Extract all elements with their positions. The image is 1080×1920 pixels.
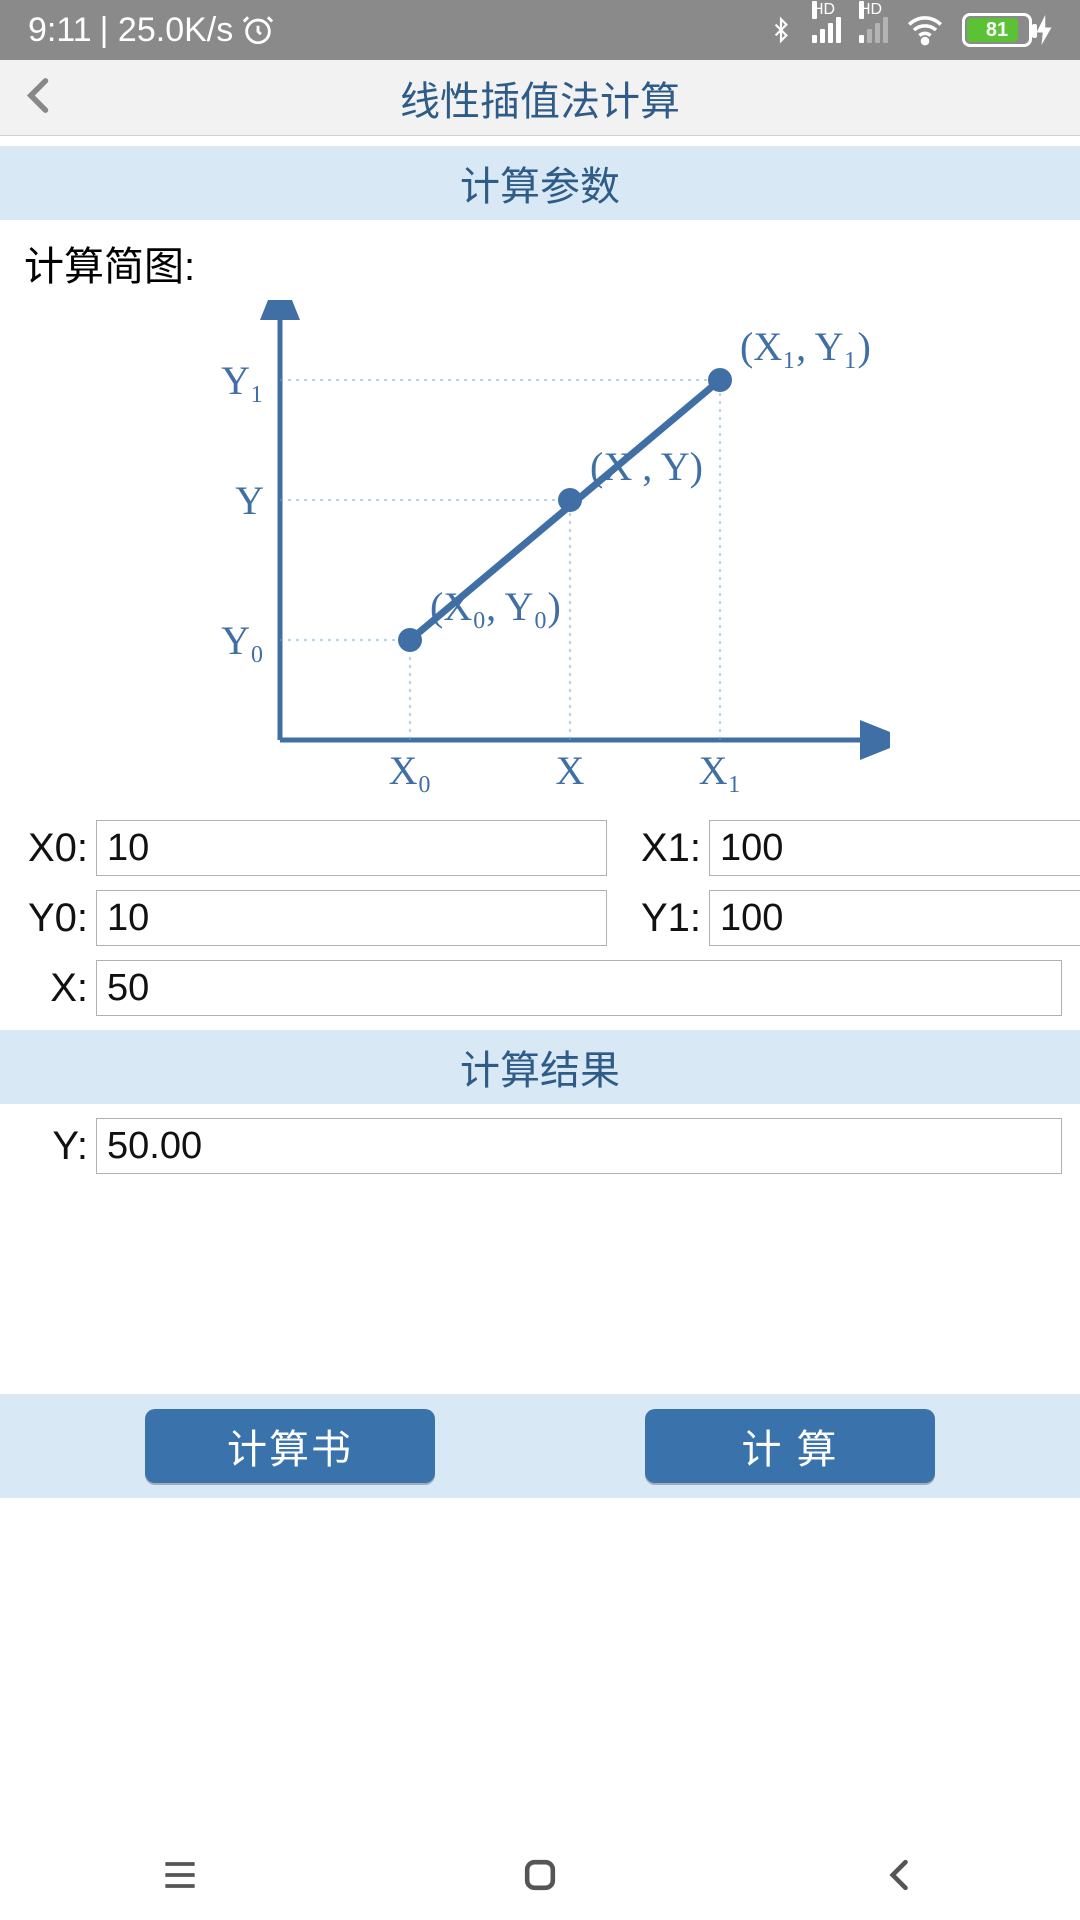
svg-text:X₀: X₀: [389, 748, 432, 793]
nav-home-icon[interactable]: [518, 1853, 562, 1897]
label-x0: X0:: [18, 826, 96, 871]
svg-text:(X₁, Y₁): (X₁, Y₁): [740, 324, 871, 369]
label-y0: Y0:: [18, 896, 96, 941]
section-results: 计算结果: [0, 1030, 1080, 1104]
label-y: Y:: [18, 1124, 96, 1169]
calc-note-button[interactable]: 计算书: [145, 1409, 435, 1483]
label-x1: X1:: [631, 826, 709, 871]
charging-icon: [1036, 15, 1052, 45]
svg-text:X₁: X₁: [699, 748, 742, 793]
battery-icon: 81: [962, 13, 1052, 47]
svg-text:Y₀: Y₀: [221, 618, 264, 663]
input-x0[interactable]: [96, 820, 607, 876]
android-nav-bar: [0, 1830, 1080, 1920]
status-speed: | 25.0K/s: [100, 11, 234, 50]
interpolation-diagram: (X₀, Y₀) X₀ Y₀ (X , Y) X Y (X₁, Y₁) X₁ Y₁: [0, 296, 1080, 820]
status-bar: 9:11 | 25.0K/s HD HD 81: [0, 0, 1080, 60]
signal-2-icon: HD: [859, 17, 888, 43]
diagram-label: 计算简图:: [0, 220, 1080, 296]
input-y0[interactable]: [96, 890, 607, 946]
section-params: 计算参数: [0, 146, 1080, 220]
nav-back-icon[interactable]: [878, 1853, 922, 1897]
back-button[interactable]: [18, 73, 62, 122]
input-y1[interactable]: [709, 890, 1080, 946]
input-x1[interactable]: [709, 820, 1080, 876]
calc-button[interactable]: 计 算: [645, 1409, 935, 1483]
svg-text:Y₁: Y₁: [221, 358, 264, 403]
alarm-icon: [241, 13, 275, 47]
svg-text:Y: Y: [235, 478, 264, 523]
content: 计算参数 计算简图: (X₀, Y₀) X₀ Y₀ (X , Y) X Y (X₁, Y₁)…: [0, 146, 1080, 1438]
wifi-icon: [906, 11, 944, 49]
signal-1-icon: HD: [812, 17, 841, 43]
nav-recent-icon[interactable]: [158, 1853, 202, 1897]
output-y[interactable]: [96, 1118, 1062, 1174]
status-time: 9:11: [28, 11, 92, 50]
svg-text:X: X: [556, 748, 585, 793]
input-form: X0: X1: Y0: Y1: X:: [0, 820, 1080, 1016]
button-bar: 计算书 计 算: [0, 1394, 1080, 1498]
label-x: X:: [18, 966, 96, 1011]
svg-text:(X₀, Y₀): (X₀, Y₀): [430, 584, 561, 629]
label-y1: Y1:: [631, 896, 709, 941]
page-title: 线性插值法计算: [400, 69, 680, 127]
svg-text:(X , Y): (X , Y): [590, 444, 703, 489]
bluetooth-icon: [768, 13, 794, 47]
input-x[interactable]: [96, 960, 1062, 1016]
app-header: 线性插值法计算: [0, 60, 1080, 136]
